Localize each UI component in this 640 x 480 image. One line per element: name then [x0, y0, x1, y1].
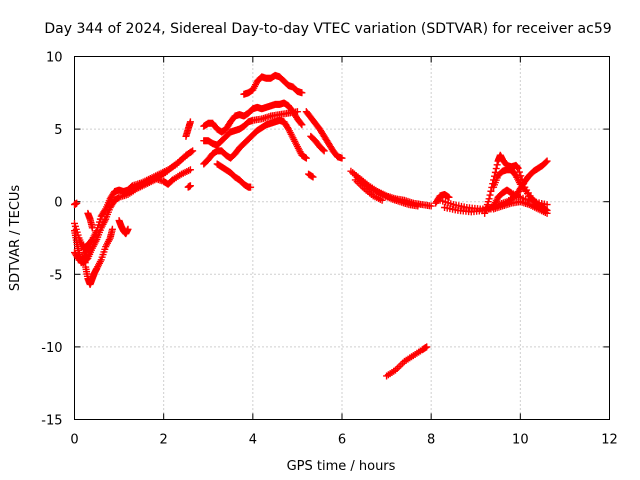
data-point-marker — [124, 225, 132, 233]
data-point-marker — [86, 246, 94, 254]
series-arc-12 — [200, 108, 301, 149]
data-point-marker — [378, 196, 386, 204]
data-point-marker — [108, 225, 116, 233]
data-point-marker — [542, 158, 550, 166]
series-arc-21 — [351, 176, 386, 204]
y-tick-label: 10 — [46, 51, 63, 66]
data-point-marker — [186, 182, 194, 190]
data-point-marker — [514, 164, 522, 172]
data-marks — [71, 71, 551, 380]
data-point-marker — [302, 154, 310, 162]
series-arc-25 — [432, 190, 453, 207]
series-arc-3 — [71, 227, 94, 267]
series-arc-4 — [79, 225, 116, 288]
series-arc-8 — [133, 166, 194, 191]
data-point-marker — [543, 206, 551, 214]
data-point-marker — [186, 166, 194, 174]
data-point-marker — [320, 147, 328, 155]
series-arc-5 — [84, 209, 96, 232]
data-point-marker — [543, 157, 551, 165]
data-point-marker — [487, 187, 495, 195]
data-point-marker — [298, 121, 306, 129]
y-tick-label: -10 — [41, 341, 62, 356]
series-arc-11 — [200, 99, 306, 136]
y-tick-label: -15 — [41, 414, 62, 429]
x-tick-label: 2 — [160, 433, 168, 448]
series-arc-9 — [182, 118, 194, 140]
data-point-marker — [534, 201, 542, 209]
series-arc-14 — [213, 160, 255, 191]
series-arc-13 — [200, 116, 310, 168]
x-tick-label: 4 — [249, 433, 257, 448]
data-point-marker — [423, 343, 431, 351]
data-point-marker — [186, 148, 194, 156]
series-arc-16 — [302, 108, 346, 162]
x-tick-labels: 0 2 4 6 8 10 12 — [70, 433, 617, 448]
chart-title: Day 344 of 2024, Sidereal Day-to-day VTE… — [44, 21, 611, 37]
y-tick-labels: -15 -10 -5 0 5 10 — [41, 51, 62, 429]
series-arc-10 — [184, 182, 194, 191]
series-arc-28 — [490, 166, 542, 209]
data-point-marker — [515, 168, 523, 176]
series-arc-7 — [115, 217, 132, 238]
x-tick-label: 8 — [427, 433, 435, 448]
data-point-marker — [445, 193, 453, 201]
data-point-marker — [186, 118, 194, 126]
x-tick-label: 10 — [512, 433, 529, 448]
data-point-marker — [493, 161, 501, 169]
series-arc-15 — [240, 71, 306, 98]
data-point-marker — [88, 224, 96, 232]
series-arc-27 — [485, 157, 551, 213]
y-tick-label: 5 — [54, 123, 62, 138]
series-arc-18 — [305, 170, 317, 181]
x-tick-label: 12 — [601, 433, 618, 448]
series-arc-22 — [383, 343, 431, 380]
x-axis-label: GPS time / hours — [287, 459, 396, 474]
series-arc-17 — [307, 132, 328, 155]
data-point-marker — [427, 202, 435, 210]
y-tick-label: -5 — [50, 268, 63, 283]
series-arc-6 — [71, 199, 81, 209]
grid-lines — [74, 56, 610, 420]
y-axis-label: SDTVAR / TECUs — [8, 185, 23, 292]
data-point-marker — [486, 191, 494, 199]
data-point-marker — [485, 195, 493, 203]
data-point-marker — [492, 165, 500, 173]
data-point-marker — [73, 199, 81, 207]
data-point-marker — [309, 173, 317, 181]
data-point-marker — [338, 154, 346, 162]
data-point-marker — [298, 89, 306, 97]
data-point-marker — [414, 202, 422, 210]
data-point-marker — [297, 120, 305, 128]
data-point-marker — [293, 108, 301, 116]
y-tick-label: 0 — [54, 196, 62, 211]
x-tick-label: 0 — [70, 433, 78, 448]
x-tick-label: 6 — [338, 433, 346, 448]
axis-ticks — [74, 56, 610, 420]
data-point-marker — [247, 183, 255, 191]
series-arc-24 — [441, 186, 551, 216]
data-point-marker — [319, 146, 327, 154]
